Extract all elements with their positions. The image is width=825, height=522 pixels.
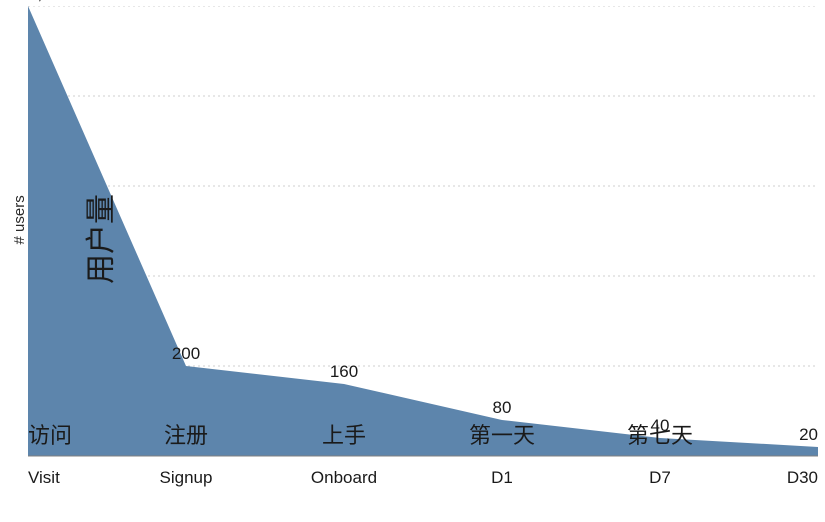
x-label-en-d30: D30 [787, 468, 818, 488]
value-label-d30: 20 [799, 425, 818, 445]
value-label-signup: 200 [172, 344, 200, 364]
x-label-cn-visit: 访问 [28, 418, 72, 450]
x-label-cn-signup: 注册 [164, 418, 208, 450]
chart-area-fill [28, 6, 818, 456]
value-label-d1: 80 [493, 398, 512, 418]
value-label-visit: 1,000 [28, 0, 71, 4]
x-label-cn-d7: 第七天 [627, 418, 693, 450]
y-axis-title: # users [11, 195, 28, 244]
x-label-en-d1: D1 [491, 468, 513, 488]
chart-plot-area [28, 6, 818, 486]
x-label-en-visit: Visit [28, 468, 60, 488]
chart-svg [28, 6, 818, 486]
x-label-cn-d1: 第一天 [469, 418, 535, 450]
value-label-onboard: 160 [330, 362, 358, 382]
overlay-label-cn: 用户量 [76, 194, 120, 284]
x-label-en-onboard: Onboard [311, 468, 377, 488]
x-label-en-d7: D7 [649, 468, 671, 488]
x-label-cn-onboard: 上手 [322, 418, 366, 450]
funnel-area-chart: # users [0, 0, 825, 522]
x-label-en-signup: Signup [160, 468, 213, 488]
